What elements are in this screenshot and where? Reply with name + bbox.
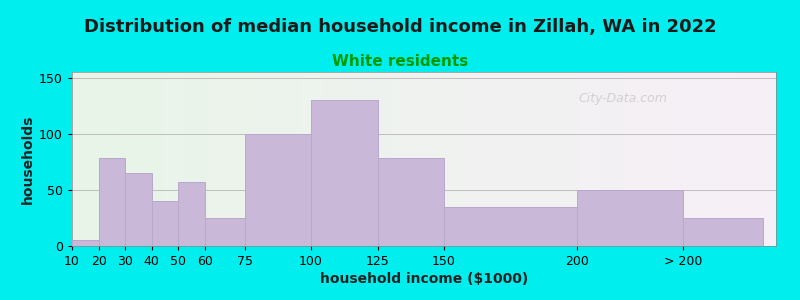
Text: City-Data.com: City-Data.com <box>579 92 668 105</box>
Bar <box>205 218 245 246</box>
Bar <box>683 218 762 246</box>
Bar <box>577 190 683 246</box>
Text: Distribution of median household income in Zillah, WA in 2022: Distribution of median household income … <box>84 18 716 36</box>
Bar <box>444 207 577 246</box>
Bar <box>311 100 378 246</box>
X-axis label: household income ($1000): household income ($1000) <box>320 272 528 286</box>
Y-axis label: households: households <box>21 114 35 204</box>
Bar <box>178 182 205 246</box>
Bar <box>378 158 444 246</box>
Bar <box>125 173 152 246</box>
Bar <box>72 240 98 246</box>
Text: White residents: White residents <box>332 54 468 69</box>
Bar <box>152 201 178 246</box>
Bar <box>98 158 125 246</box>
Bar <box>245 134 311 246</box>
